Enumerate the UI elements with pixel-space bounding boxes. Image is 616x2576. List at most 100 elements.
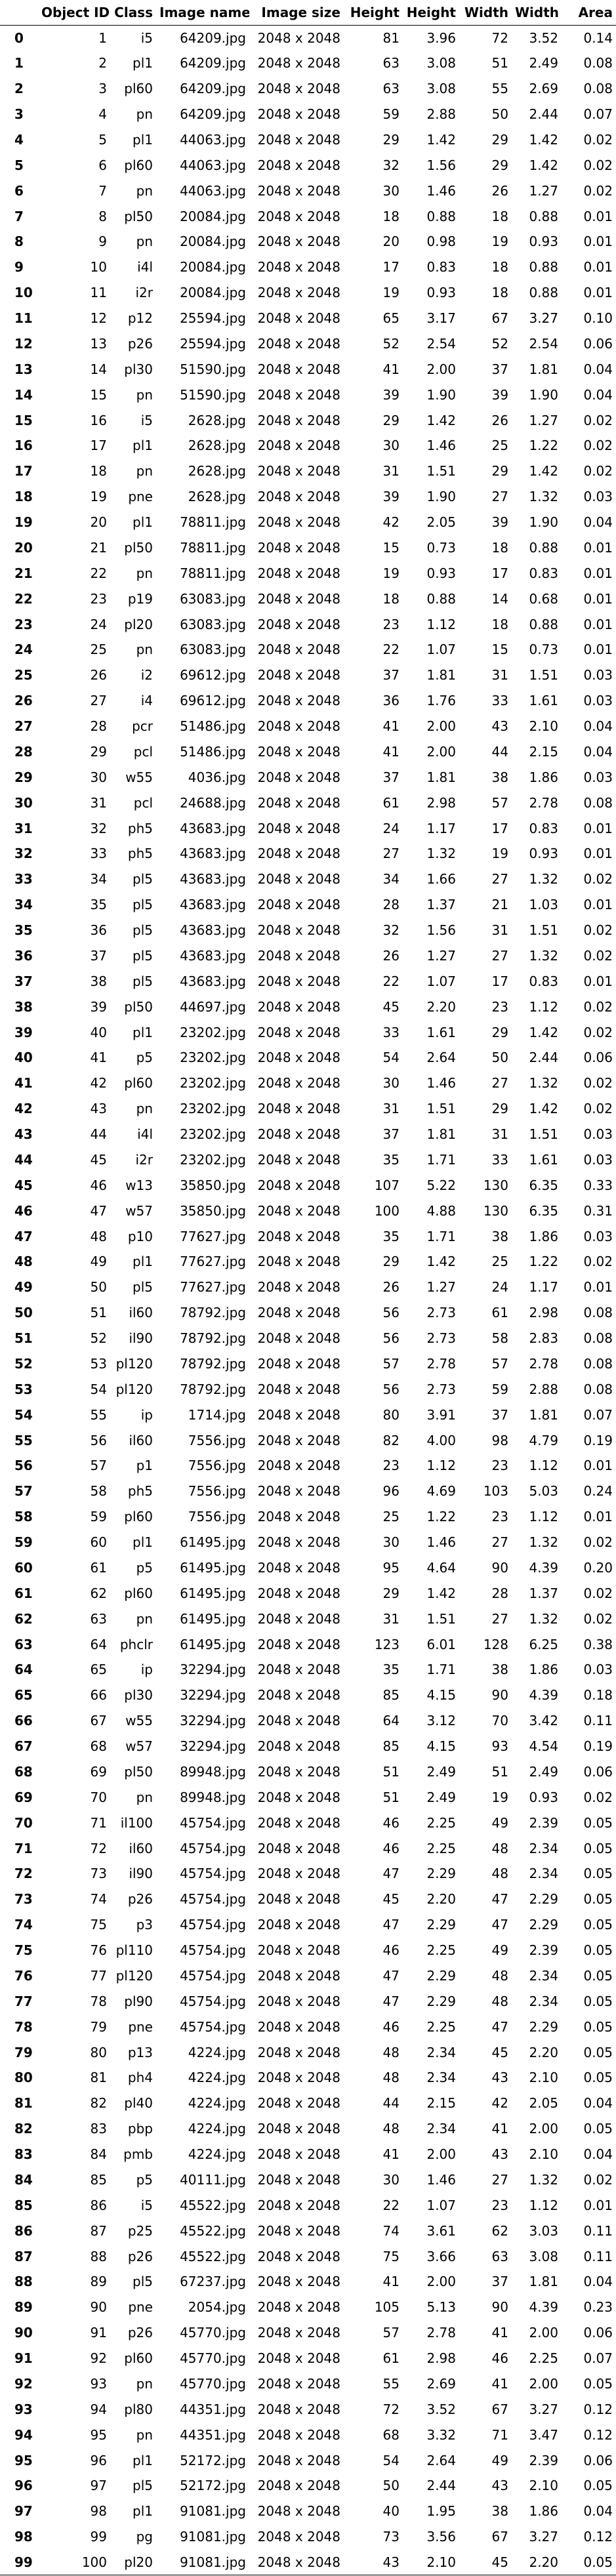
area-cell: 0.11 (562, 2218, 616, 2244)
image-size-cell: 2048 x 2048 (249, 1963, 344, 1989)
image-size-cell: 2048 x 2048 (249, 2218, 344, 2244)
table-row: 38 39 pl50 44697.jpg 2048 x 2048 45 2.20 23 1.12… (0, 994, 616, 1020)
width-px-cell: 59 (491, 1381, 508, 1397)
object-id-cell: 74 (90, 1891, 107, 1908)
object-id-cell: 100 (38, 2549, 110, 2575)
width-px-cell: 27 (491, 1075, 508, 1092)
image-name-cell: 45754.jpg (180, 1942, 246, 1959)
width-px-cell: 37 (491, 361, 508, 377)
area-cell: 0.06 (562, 331, 616, 357)
width-pct-cell: 2.10 (512, 2065, 562, 2091)
height-pct-cell: 1.42 (403, 127, 459, 153)
image-size-cell: 2048 x 2048 (249, 1503, 344, 1530)
image-name-cell: 78792.jpg (156, 1299, 249, 1326)
image-name-cell: 20084.jpg (156, 279, 249, 306)
area-cell: 0.12 (583, 2401, 613, 2417)
height-pct-cell: 5.22 (426, 1177, 456, 1193)
width-px-cell: 24 (491, 1279, 508, 1296)
object-id-cell: 88 (90, 2248, 107, 2264)
width-pct-cell: 1.90 (529, 514, 558, 531)
width-pct-cell: 6.35 (529, 1177, 558, 1193)
table-row: 37 38 pl5 43683.jpg 2048 x 2048 22 1.07 17 0.83 0… (0, 968, 616, 994)
area-cell: 0.02 (562, 127, 616, 153)
height-px-cell: 107 (374, 1177, 400, 1193)
row-index: 55 (14, 1432, 33, 1448)
width-px-cell: 130 (459, 1198, 512, 1224)
row-index: 8 (0, 229, 38, 255)
table-row: 86 87 p25 45522.jpg 2048 x 2048 74 3.61 62 3.03 0… (0, 2218, 616, 2244)
image-name-cell: 1714.jpg (156, 1402, 249, 1428)
width-pct-cell: 1.51 (529, 667, 558, 684)
height-pct-cell: 2.20 (426, 1891, 456, 1908)
height-pct-cell: 1.71 (403, 1657, 459, 1683)
object-id-cell: 97 (38, 2473, 110, 2499)
width-pct-cell: 2.34 (512, 1963, 562, 1989)
height-px-cell: 95 (344, 1555, 403, 1581)
area-cell: 0.02 (583, 1789, 613, 1805)
image-size-cell: 2048 x 2048 (249, 2422, 344, 2448)
object-id-cell: 63 (38, 1606, 110, 1632)
image-name-cell: 44351.jpg (156, 2422, 249, 2448)
table-row: 5 6 pl60 44063.jpg 2048 x 2048 32 1.56 29 1.42 0.… (0, 152, 616, 178)
height-pct-cell: 0.93 (426, 565, 456, 581)
width-px-cell: 43 (491, 2146, 508, 2163)
class-cell: i2 (140, 667, 153, 684)
object-id-cell: 4 (98, 106, 107, 123)
height-pct-cell: 2.29 (403, 1861, 459, 1887)
height-px-cell: 41 (344, 739, 403, 765)
width-pct-cell: 2.20 (512, 2549, 562, 2575)
area-cell: 0.33 (583, 1177, 613, 1193)
height-px-cell: 37 (382, 769, 400, 785)
area-cell: 0.10 (583, 310, 613, 327)
row-index: 46 (0, 1198, 38, 1224)
area-cell: 0.11 (562, 1707, 616, 1734)
width-px-cell: 37 (459, 1402, 512, 1428)
width-pct-cell: 3.52 (512, 25, 562, 51)
image-name-cell: 25594.jpg (156, 331, 249, 357)
image-size-cell: 2048 x 2048 (257, 1024, 340, 1040)
width-pct-cell: 0.88 (529, 259, 558, 276)
image-name-cell: 43683.jpg (180, 820, 246, 836)
area-cell: 0.05 (583, 1993, 613, 2009)
area-cell: 0.05 (562, 1861, 616, 1887)
image-name-cell: 51590.jpg (180, 361, 246, 377)
width-px-cell: 41 (459, 2371, 512, 2397)
object-id-cell: 83 (38, 2116, 110, 2142)
area-cell: 0.04 (583, 718, 613, 735)
class-cell: pn (136, 565, 153, 581)
height-pct-cell: 3.61 (403, 2218, 459, 2244)
height-px-cell: 57 (344, 2320, 403, 2346)
table-row: 72 73 il90 45754.jpg 2048 x 2048 47 2.29 48 2.34… (0, 1861, 616, 1887)
width-pct-cell: 1.12 (512, 994, 562, 1020)
image-name-cell: 44697.jpg (156, 994, 249, 1020)
width-px-cell: 29 (491, 463, 508, 480)
width-px-cell: 45 (459, 2549, 512, 2575)
height-px-cell: 32 (382, 157, 400, 173)
height-px-cell: 29 (382, 1585, 400, 1601)
row-index: 81 (14, 2095, 33, 2112)
object-id-cell: 94 (90, 2401, 107, 2417)
object-id-cell: 60 (90, 1534, 107, 1551)
row-index: 79 (14, 2044, 33, 2060)
width-px-cell: 27 (491, 871, 508, 888)
width-pct-cell: 1.61 (512, 1147, 562, 1173)
image-name-cell: 20084.jpg (180, 208, 246, 224)
height-pct-cell: 2.29 (403, 1912, 459, 1938)
image-size-cell: 2048 x 2048 (249, 1198, 344, 1224)
height-px-cell: 31 (344, 1095, 403, 1122)
class-cell: pl5 (110, 943, 156, 969)
row-index: 80 (0, 2065, 38, 2091)
area-cell: 0.02 (562, 2167, 616, 2193)
height-pct-cell: 3.66 (426, 2248, 456, 2264)
image-name-cell: 7556.jpg (188, 1432, 246, 1448)
area-cell: 0.02 (562, 943, 616, 969)
height-pct-cell: 1.32 (403, 841, 459, 867)
width-px-cell: 70 (459, 1707, 512, 1734)
class-cell: pl1 (133, 1024, 153, 1040)
area-cell: 0.04 (562, 2269, 616, 2295)
image-name-cell: 44063.jpg (180, 157, 246, 173)
table-row: 65 66 pl30 32294.jpg 2048 x 2048 85 4.15 90 4.39… (0, 1683, 616, 1708)
area-cell: 0.01 (583, 259, 613, 276)
width-px-cell: 17 (491, 820, 508, 836)
image-name-cell: 4224.jpg (188, 2146, 246, 2163)
